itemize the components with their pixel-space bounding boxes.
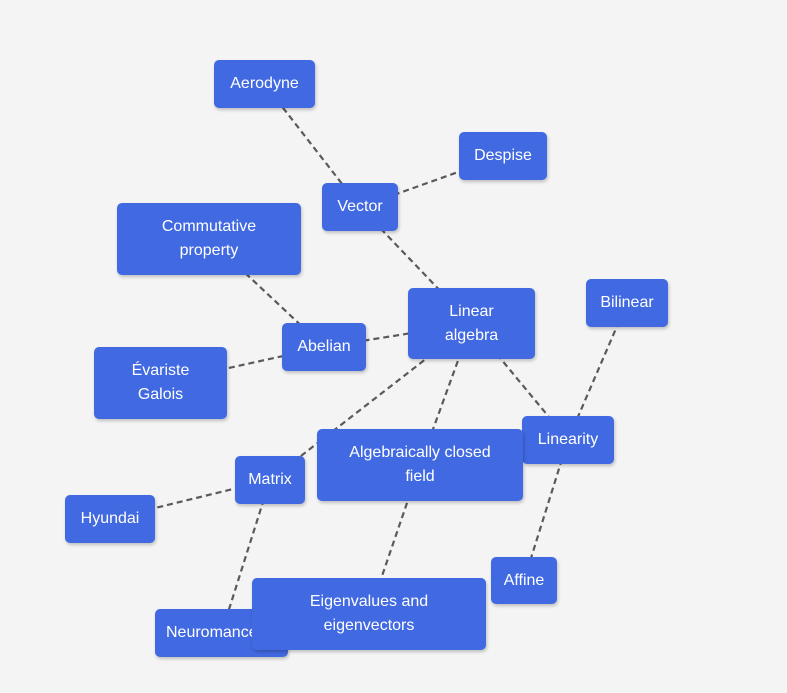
edge-galois-abelian — [160, 345, 325, 385]
node-despise[interactable]: Despise — [459, 132, 547, 180]
edge-matrix-neuroman — [220, 479, 272, 634]
node-algebraically-closed-field[interactable]: Algebraically closed field — [317, 429, 523, 501]
node-evariste-galois[interactable]: Évariste Galois — [94, 347, 227, 419]
node-linear-algebra[interactable]: Linear algebra — [408, 288, 535, 359]
node-eigenvalues-and-eigenvectors[interactable]: Eigenvalues and eigenvectors — [252, 578, 486, 650]
node-hyundai[interactable]: Hyundai — [65, 495, 155, 543]
node-vector[interactable]: Vector — [322, 183, 398, 231]
edge-matrix-hyundai — [109, 478, 271, 521]
node-aerodyne[interactable]: Aerodyne — [214, 60, 315, 108]
node-abelian[interactable]: Abelian — [282, 323, 366, 371]
node-affine[interactable]: Affine — [491, 557, 557, 604]
node-commutative-property[interactable]: Commutative property — [117, 203, 301, 275]
node-bilinear[interactable]: Bilinear — [586, 279, 668, 327]
node-matrix[interactable]: Matrix — [235, 456, 305, 504]
node-linearity[interactable]: Linearity — [522, 416, 614, 464]
